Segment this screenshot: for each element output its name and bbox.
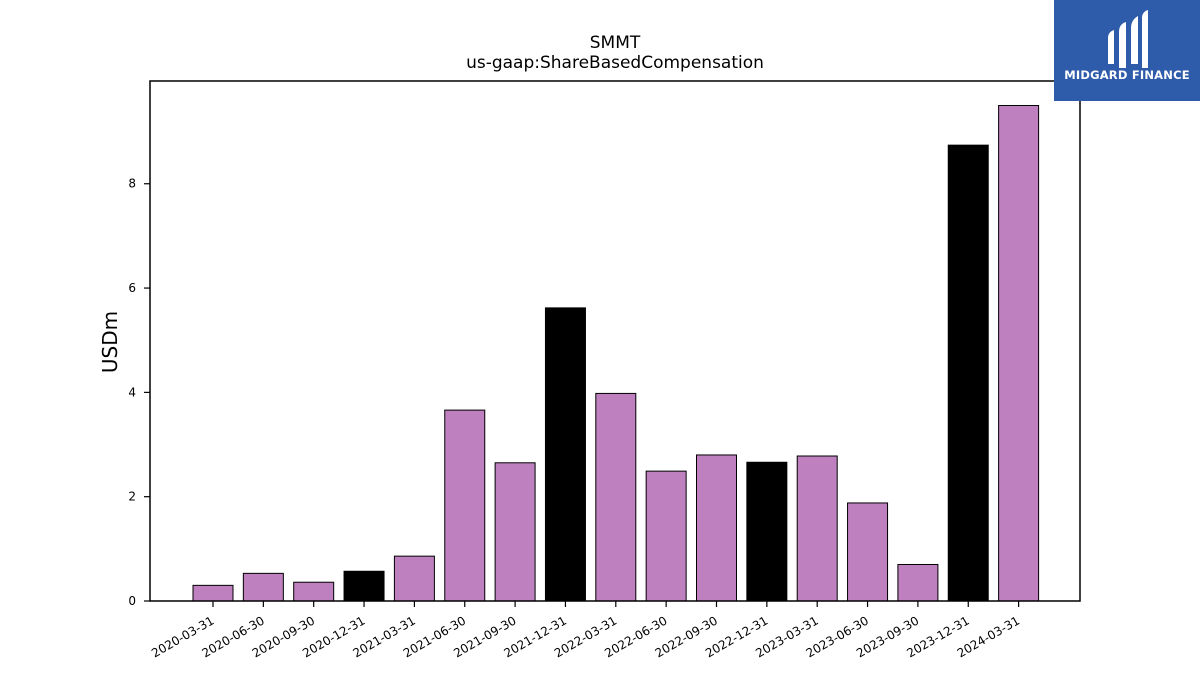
bar-2022-03-31: [595, 392, 637, 602]
bar-2022-06-30: [645, 470, 687, 602]
bar-2021-03-31: [393, 555, 435, 602]
y-tick-label: 0: [128, 594, 136, 608]
x-ticks-group: 2020-03-312020-06-302020-09-302020-12-31…: [149, 601, 1022, 660]
brand-name: MIDGARD FINANCE: [1064, 68, 1190, 82]
bar-2023-09-30: [897, 563, 939, 602]
brand-logo: MIDGARD FINANCE: [1054, 0, 1200, 101]
bar-2021-12-31: [544, 307, 586, 602]
bar-2020-09-30: [293, 581, 335, 602]
chart-title: SMMT: [590, 33, 641, 53]
bar-2021-09-30: [494, 462, 536, 602]
y-tick-label: 8: [128, 177, 136, 191]
chart-subtitle: us-gaap:ShareBasedCompensation: [466, 53, 764, 73]
bars-group: [192, 105, 1040, 602]
bar-2020-06-30: [242, 572, 284, 602]
y-tick-label: 2: [128, 490, 136, 504]
y-tick-label: 4: [128, 385, 136, 399]
bar-2022-12-31: [746, 461, 788, 602]
plot-frame: [149, 80, 1081, 602]
midgard-logo-icon: [1108, 10, 1148, 68]
bar-2020-12-31: [343, 570, 385, 602]
y-tick-label: 6: [128, 281, 136, 295]
bar-2023-03-31: [796, 455, 838, 602]
bar-2020-03-31: [192, 584, 234, 602]
bar-2021-06-30: [444, 409, 486, 602]
y-axis-label: USDm: [98, 311, 122, 373]
bar-2022-09-30: [696, 454, 737, 602]
bar-2024-03-31: [998, 105, 1040, 602]
bar-2023-06-30: [847, 502, 889, 602]
bar-2023-12-31: [947, 144, 989, 602]
y-ticks-group: 0 2 4 6 8: [128, 177, 150, 608]
